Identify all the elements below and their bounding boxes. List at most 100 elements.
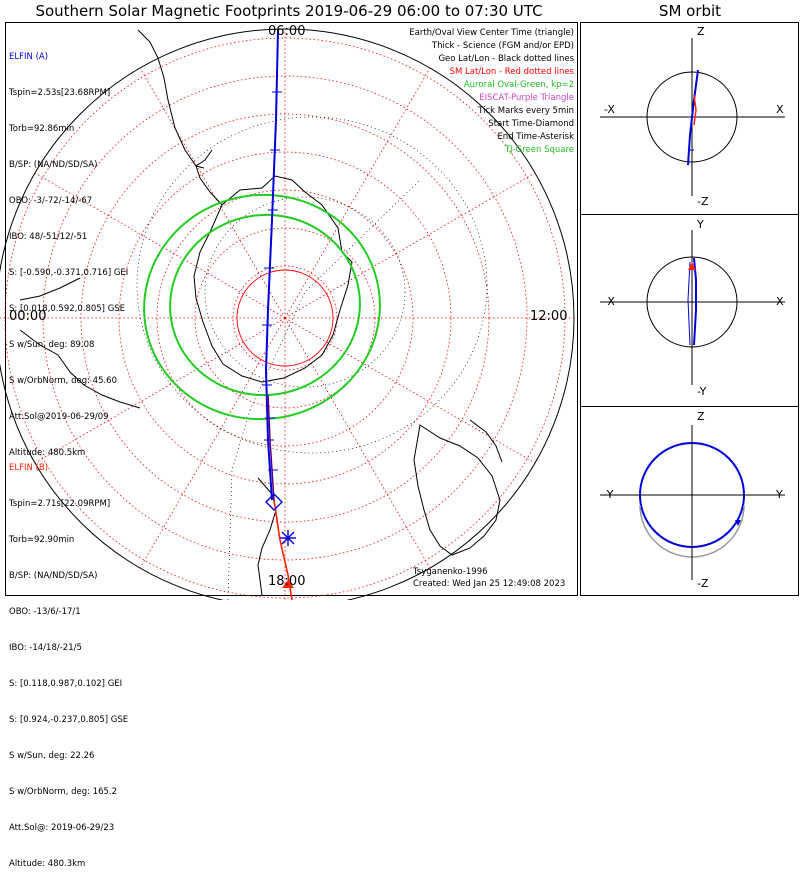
continent-outlines [19, 29, 503, 596]
orbit2-label-right: X [776, 295, 784, 308]
legend-item: Start Time-Diamond [488, 119, 574, 129]
sm-ring [194, 227, 376, 409]
info-line: S: [0.118,0.987,0.102] GEI [9, 679, 123, 689]
info-line: S w/Sun, deg: 22.26 [9, 751, 95, 761]
antarctic-peninsula-outline [195, 165, 223, 206]
info-line: Altitude: 480.3km [9, 859, 86, 869]
elfin-b-tick-marks [265, 417, 278, 471]
info-line: OBO: -13/6/-17/1 [9, 607, 81, 617]
orbit1-label-bottom: -Z [697, 195, 709, 208]
australia-outline [413, 424, 501, 556]
orbit-panel-title: SM orbit [658, 2, 722, 20]
start-diamond-icon [265, 493, 283, 511]
orbit2-label-left: -X [604, 295, 615, 308]
info-line: S w/OrbNorm, deg: 45.60 [9, 376, 118, 386]
sm-meridian [284, 317, 536, 464]
info-line: B/SP: (NA/ND/SD/SA) [9, 160, 98, 170]
south-america-outline [137, 29, 213, 167]
info-line: S w/Sun, deg: 89.08 [9, 340, 95, 350]
sm-meridian [34, 172, 286, 319]
geo-lat-line [136, 116, 488, 454]
africa-outline [257, 477, 277, 596]
mlt-label-right: 12:00 [530, 309, 568, 324]
sm-meridian [139, 317, 286, 569]
orbit3-label-right: Y [776, 488, 783, 501]
geo-lon-line [227, 409, 251, 600]
info-line: Att.Sol@: 2019-06-29/23 [9, 823, 115, 833]
geo-lat-line [204, 196, 406, 388]
sm-meridian [139, 67, 286, 319]
antarctica-outline [193, 175, 353, 383]
legend-item: End Time-Asterisk [497, 132, 574, 142]
view-center-triangle-icon [282, 580, 294, 588]
auroral-oval-equatorward [143, 193, 381, 421]
info-line: S: [-0.590,-0.371,0.716] GEI [9, 268, 129, 278]
legend-item: Auroral Oval-Green, kp=2 [463, 80, 574, 90]
info-line: S: [0.924,-0.237,0.805] GSE [9, 715, 129, 725]
west-continent-outline [19, 277, 141, 409]
info-line: S: [0.018,0.592,0.805] GSE [9, 304, 126, 314]
main-title: Southern Solar Magnetic Footprints 2019-… [35, 2, 543, 20]
orbit3-label-bottom: -Z [697, 577, 709, 590]
info-line: IBO: 48/-51/12/-51 [9, 232, 88, 242]
elfin-a-tick-marks [262, 91, 282, 441]
info-line: Altitude: 480.5km [9, 448, 86, 458]
elfin-b-name: ELFIN (B) [9, 463, 49, 473]
legend-item: Tick Marks every 5min [478, 106, 574, 116]
sm-ring [42, 75, 528, 561]
info-line: IBO: -14/18/-21/5 [9, 643, 82, 653]
info-line: OBO: -3/-72/-14/-67 [9, 196, 93, 206]
elfin-b-info: ELFIN (B) Tspin=2.71s[22.09RPM] Torb=92.… [9, 438, 128, 882]
orbit-panel-xz [600, 38, 785, 196]
info-line: Torb=92.86min [9, 124, 75, 134]
sm-meridian [284, 317, 431, 569]
orbit-marker [735, 520, 741, 526]
elfin-a-orbit [687, 69, 699, 166]
info-line: B/SP: (NA/ND/SD/SA) [9, 571, 98, 581]
elfin-b-orbit [693, 94, 697, 126]
new-zealand-outline [469, 419, 503, 463]
legend-item: SM Lat/Lon - Red dotted lines [449, 67, 574, 77]
elfin-a-orbit-return [687, 261, 691, 346]
orbit3-label-left: -Y [604, 488, 614, 501]
info-line: Tspin=2.53s[23.68RPM] [9, 88, 111, 98]
orbit2-label-top: Y [697, 218, 704, 231]
elfin-b-overlap [267, 394, 275, 501]
orbit1-label-right: X [776, 103, 784, 116]
legend-item: Geo Lat/Lon - Black dotted lines [438, 54, 574, 64]
auroral-oval-poleward [169, 213, 361, 397]
orbit-panel-yz [600, 425, 785, 580]
mlt-label-left: 00:00 [9, 309, 47, 324]
legend: Earth/Oval View Center Time (triangle) T… [330, 27, 574, 157]
info-line: S w/OrbNorm, deg: 165.2 [9, 787, 118, 797]
orbit2-label-bottom: -Y [697, 385, 707, 398]
created-timestamp: Created: Wed Jan 25 12:49:08 2023 [413, 579, 566, 589]
sm-meridians [0, 29, 574, 600]
orbit1-label-left: -X [604, 103, 615, 116]
sm-meridian [34, 317, 286, 464]
end-asterisk-icon [280, 530, 296, 546]
orbit1-label-top: Z [697, 25, 705, 38]
legend-item: EISCAT-Purple Triangle [479, 93, 574, 103]
sm-ring [118, 151, 452, 485]
elfin-a-footprint-line [264, 29, 279, 501]
auroral-oval [143, 193, 381, 421]
info-line: Att.Sol@2019-06-29/09 [9, 412, 109, 422]
sm-meridian [284, 172, 536, 319]
orbit-frame [580, 22, 799, 596]
mlt-label-bottom: 18:00 [268, 574, 306, 589]
legend-item: TJ-Green Square [504, 145, 574, 155]
elfin-a-name: ELFIN (A) [9, 52, 49, 62]
elfin-a-track [262, 29, 282, 501]
legend-item: Thick - Science (FGM and/or EPD) [431, 41, 574, 51]
elfin-a-info: ELFIN (A) Tspin=2.53s[23.68RPM] Torb=92.… [9, 27, 128, 471]
legend-item: Earth/Oval View Center Time (triangle) [409, 28, 574, 38]
info-line: Torb=92.90min [9, 535, 75, 545]
footprint-map [0, 22, 799, 600]
orbit-panel-xy [600, 230, 785, 385]
sm-meridian [284, 67, 431, 319]
model-credit: Tsyganenko-1996 [413, 567, 488, 577]
info-line: Tspin=2.71s[22.09RPM] [9, 499, 111, 509]
geo-grid [136, 116, 488, 600]
view-center-triangle-icon [688, 262, 696, 270]
